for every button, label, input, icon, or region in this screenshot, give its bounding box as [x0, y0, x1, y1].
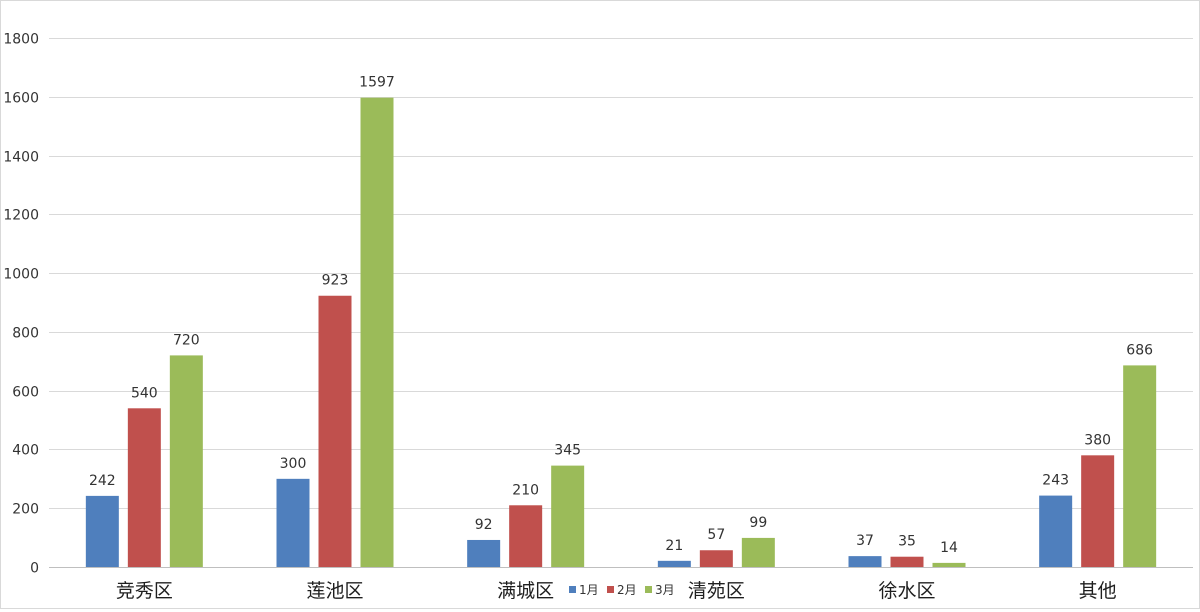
data-labels: 242 540 720 300 923 1597 92 210 345 21 57 99 37 35 14 2…	[89, 75, 1153, 556]
data-label: 242	[89, 473, 116, 489]
y-tick-label: 1000	[3, 267, 39, 283]
legend-swatch	[645, 586, 652, 593]
data-label: 37	[856, 533, 874, 549]
bar	[657, 560, 691, 567]
category-label: 莲池区	[306, 580, 363, 602]
bar	[741, 537, 775, 567]
y-tick-label: 400	[12, 443, 39, 459]
bar	[1123, 365, 1157, 567]
data-label: 14	[940, 540, 958, 556]
data-label: 686	[1126, 342, 1153, 358]
bar	[890, 556, 924, 567]
data-label: 57	[707, 527, 725, 543]
bar	[509, 505, 543, 567]
bars	[85, 97, 1157, 567]
category-label: 其他	[1079, 580, 1117, 602]
gridlines	[49, 38, 1193, 568]
data-label: 540	[131, 385, 158, 401]
category-label: 满城区	[497, 580, 554, 602]
y-tick-label: 1800	[3, 32, 39, 48]
bar	[169, 355, 203, 567]
bar	[360, 97, 394, 567]
data-label: 243	[1042, 473, 1069, 489]
legend: 1月 2月 3月	[569, 583, 675, 597]
y-tick-label: 1200	[3, 208, 39, 224]
legend-label: 2月	[617, 583, 637, 597]
bar	[318, 295, 352, 567]
y-tick-label: 800	[12, 326, 39, 342]
data-label: 923	[322, 273, 349, 289]
data-label: 380	[1084, 432, 1111, 448]
data-label: 92	[475, 517, 493, 533]
bar	[1081, 455, 1115, 567]
legend-swatch	[569, 586, 576, 593]
bar	[85, 495, 119, 567]
data-label: 21	[665, 538, 683, 554]
y-tick-label: 1400	[3, 150, 39, 166]
y-tick-label: 600	[12, 385, 39, 401]
legend-swatch	[607, 586, 614, 593]
data-label: 210	[512, 482, 539, 498]
bar	[699, 550, 733, 567]
bar	[127, 408, 161, 567]
data-label: 300	[280, 456, 307, 472]
y-tick-label: 0	[30, 561, 39, 577]
legend-label: 1月	[579, 583, 599, 597]
bar	[848, 556, 882, 567]
bar	[276, 478, 310, 567]
data-label: 35	[898, 534, 916, 550]
bar	[467, 539, 501, 567]
legend-label: 3月	[655, 583, 675, 597]
data-label: 720	[173, 332, 200, 348]
y-tick-label: 1600	[3, 91, 39, 107]
bar	[551, 465, 585, 567]
y-tick-label: 200	[12, 502, 39, 518]
category-label: 徐水区	[878, 580, 935, 602]
x-axis-categories: 竞秀区 莲池区 满城区 清苑区 徐水区 其他	[116, 580, 1117, 602]
category-label: 竞秀区	[116, 580, 173, 602]
bar	[932, 562, 966, 567]
y-axis-ticks: 0 200 400 600 800 1000 1200 1400 1600 1800	[3, 32, 39, 577]
bar	[1039, 495, 1073, 567]
category-label: 清苑区	[688, 580, 745, 602]
data-label: 99	[749, 515, 767, 531]
data-label: 345	[554, 443, 581, 459]
data-label: 1597	[359, 75, 395, 91]
